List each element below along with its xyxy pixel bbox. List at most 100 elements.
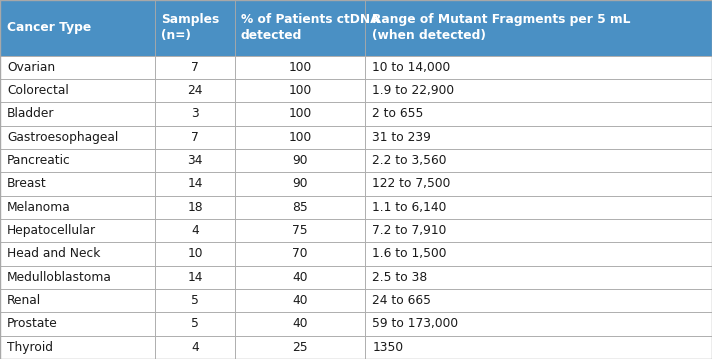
Bar [235, 289, 365, 312]
Bar [365, 289, 712, 312]
Text: 40: 40 [293, 294, 308, 307]
Text: 122 to 7,500: 122 to 7,500 [372, 177, 451, 191]
Bar [0, 242, 155, 266]
Bar [365, 266, 712, 289]
Bar [155, 172, 235, 196]
Bar [235, 312, 365, 336]
Bar [0, 79, 155, 102]
Text: 24: 24 [187, 84, 203, 97]
Text: 3: 3 [192, 107, 199, 121]
Text: 31 to 239: 31 to 239 [372, 131, 431, 144]
Bar [365, 79, 712, 102]
Text: 7: 7 [192, 61, 199, 74]
Bar [365, 149, 712, 172]
Text: 7.2 to 7,910: 7.2 to 7,910 [372, 224, 446, 237]
Bar [365, 219, 712, 242]
Text: 4: 4 [192, 224, 199, 237]
Bar [0, 0, 155, 56]
Text: 90: 90 [293, 177, 308, 191]
Text: 14: 14 [187, 271, 203, 284]
Text: 1350: 1350 [372, 341, 404, 354]
Text: 2.5 to 38: 2.5 to 38 [372, 271, 428, 284]
Text: 59 to 173,000: 59 to 173,000 [372, 317, 459, 331]
Text: Melanoma: Melanoma [7, 201, 71, 214]
Bar [0, 289, 155, 312]
Text: 1.9 to 22,900: 1.9 to 22,900 [372, 84, 454, 97]
Text: 7: 7 [192, 131, 199, 144]
Bar [0, 172, 155, 196]
Bar [235, 149, 365, 172]
Bar [235, 196, 365, 219]
Bar [235, 56, 365, 79]
Bar [235, 0, 365, 56]
Bar [235, 266, 365, 289]
Bar [155, 219, 235, 242]
Bar [365, 172, 712, 196]
Text: 2 to 655: 2 to 655 [372, 107, 424, 121]
Text: Ovarian: Ovarian [7, 61, 56, 74]
Bar [155, 149, 235, 172]
Text: Gastroesophageal: Gastroesophageal [7, 131, 118, 144]
Bar [155, 289, 235, 312]
Bar [155, 336, 235, 359]
Bar [0, 126, 155, 149]
Text: Thyroid: Thyroid [7, 341, 53, 354]
Text: Head and Neck: Head and Neck [7, 247, 100, 261]
Bar [155, 312, 235, 336]
Bar [365, 336, 712, 359]
Text: 85: 85 [292, 201, 308, 214]
Bar [235, 242, 365, 266]
Text: % of Patients ctDNA
detected: % of Patients ctDNA detected [241, 13, 379, 42]
Bar [0, 312, 155, 336]
Bar [155, 242, 235, 266]
Bar [155, 126, 235, 149]
Text: Cancer Type: Cancer Type [7, 21, 91, 34]
Bar [155, 79, 235, 102]
Text: 10 to 14,000: 10 to 14,000 [372, 61, 451, 74]
Text: 2.2 to 3,560: 2.2 to 3,560 [372, 154, 447, 167]
Text: Breast: Breast [7, 177, 47, 191]
Text: 18: 18 [187, 201, 203, 214]
Text: 70: 70 [293, 247, 308, 261]
Text: Prostate: Prostate [7, 317, 58, 331]
Text: 90: 90 [293, 154, 308, 167]
Bar [0, 219, 155, 242]
Text: 40: 40 [293, 317, 308, 331]
Bar [365, 126, 712, 149]
Bar [0, 266, 155, 289]
Text: 5: 5 [191, 317, 199, 331]
Bar [155, 266, 235, 289]
Bar [0, 56, 155, 79]
Bar [235, 172, 365, 196]
Text: 24 to 665: 24 to 665 [372, 294, 431, 307]
Text: Hepatocellular: Hepatocellular [7, 224, 96, 237]
Text: Range of Mutant Fragments per 5 mL
(when detected): Range of Mutant Fragments per 5 mL (when… [372, 13, 631, 42]
Bar [0, 336, 155, 359]
Bar [235, 102, 365, 126]
Bar [365, 0, 712, 56]
Bar [365, 242, 712, 266]
Bar [235, 126, 365, 149]
Text: Medulloblastoma: Medulloblastoma [7, 271, 112, 284]
Text: Samples
(n=): Samples (n=) [161, 13, 219, 42]
Text: 100: 100 [288, 61, 312, 74]
Text: 100: 100 [288, 131, 312, 144]
Bar [0, 149, 155, 172]
Text: Bladder: Bladder [7, 107, 55, 121]
Text: 5: 5 [191, 294, 199, 307]
Text: 100: 100 [288, 107, 312, 121]
Bar [365, 102, 712, 126]
Bar [0, 102, 155, 126]
Bar [365, 56, 712, 79]
Text: Colorectal: Colorectal [7, 84, 69, 97]
Text: Renal: Renal [7, 294, 41, 307]
Bar [155, 196, 235, 219]
Text: 75: 75 [293, 224, 308, 237]
Text: 25: 25 [293, 341, 308, 354]
Bar [0, 196, 155, 219]
Bar [365, 196, 712, 219]
Text: 1.1 to 6,140: 1.1 to 6,140 [372, 201, 446, 214]
Bar [365, 312, 712, 336]
Text: Pancreatic: Pancreatic [7, 154, 71, 167]
Bar [155, 102, 235, 126]
